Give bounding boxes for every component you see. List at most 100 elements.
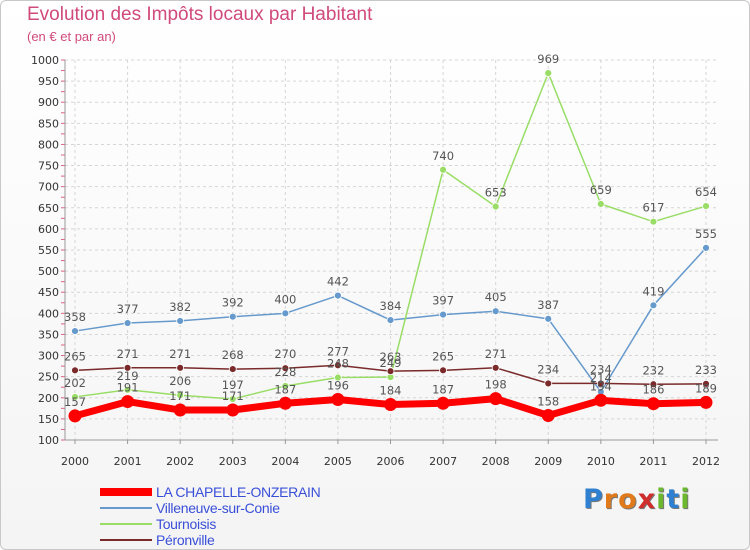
y-tick-label: 400 (38, 307, 59, 320)
data-point-villeneuve-sur-conie (228, 312, 237, 321)
data-label-la-chapelle-onzerain: 194 (590, 379, 612, 393)
data-point-tournoisis (649, 217, 658, 226)
data-label-la-chapelle-onzerain: 158 (537, 395, 559, 409)
data-point-peronville (649, 380, 658, 389)
x-tick-label: 2005 (324, 455, 352, 468)
data-point-la-chapelle-onzerain (436, 396, 450, 410)
data-point-villeneuve-sur-conie (649, 301, 658, 310)
data-label-peronville: 233 (695, 363, 717, 377)
data-point-la-chapelle-onzerain (226, 403, 240, 417)
data-point-peronville (281, 364, 290, 373)
data-point-tournoisis (596, 200, 605, 208)
y-tick-label: 150 (38, 413, 59, 426)
data-point-tournoisis (71, 393, 79, 401)
logo-letter: r (603, 484, 619, 515)
proxiti-logo: Proxiti (583, 484, 691, 515)
data-label-villeneuve-sur-conie: 392 (222, 296, 244, 310)
y-tick-label: 800 (38, 138, 59, 151)
data-label-tournoisis: 228 (274, 365, 296, 379)
y-tick-label: 450 (38, 286, 59, 299)
data-label-peronville: 271 (169, 347, 191, 361)
logo-letter: i (656, 484, 667, 515)
y-tick-label: 850 (38, 117, 59, 130)
data-label-villeneuve-sur-conie: 397 (432, 294, 454, 308)
data-label-la-chapelle-onzerain: 198 (485, 378, 507, 392)
chart-subtitle: (en € et par an) (27, 29, 116, 44)
data-point-la-chapelle-onzerain (489, 392, 503, 406)
data-point-peronville (176, 363, 185, 372)
data-point-la-chapelle-onzerain (68, 409, 82, 423)
x-tick-label: 2006 (377, 455, 405, 468)
x-tick-label: 2003 (219, 455, 247, 468)
data-point-peronville (596, 379, 605, 388)
y-tick-label: 600 (38, 223, 59, 236)
y-tick-label: 100 (38, 434, 59, 447)
data-point-villeneuve-sur-conie (123, 319, 132, 327)
data-point-la-chapelle-onzerain (646, 397, 660, 411)
data-point-peronville (702, 379, 710, 388)
data-point-peronville (544, 379, 553, 388)
data-point-villeneuve-sur-conie (334, 291, 342, 300)
data-label-la-chapelle-onzerain: 184 (380, 384, 402, 398)
data-point-villeneuve-sur-conie (71, 327, 79, 335)
data-label-villeneuve-sur-conie: 442 (327, 275, 349, 289)
data-label-peronville: 232 (642, 363, 664, 377)
data-point-tournoisis (123, 385, 132, 394)
data-label-villeneuve-sur-conie: 555 (695, 227, 717, 241)
data-label-la-chapelle-onzerain: 189 (695, 381, 717, 395)
data-point-la-chapelle-onzerain (278, 396, 292, 410)
x-tick-label: 2011 (639, 455, 667, 468)
data-label-tournoisis: 248 (327, 357, 349, 371)
data-label-la-chapelle-onzerain: 191 (117, 381, 139, 395)
data-label-villeneuve-sur-conie: 400 (274, 292, 296, 306)
axes (61, 59, 718, 444)
x-tick-label: 2009 (534, 455, 562, 468)
data-label-tournoisis: 197 (222, 378, 244, 392)
data-point-peronville (71, 366, 79, 375)
data-point-la-chapelle-onzerain (173, 403, 187, 417)
data-label-la-chapelle-onzerain: 187 (274, 382, 296, 396)
data-label-tournoisis: 659 (590, 183, 612, 197)
data-point-tournoisis (439, 165, 447, 174)
plot-area (68, 69, 713, 423)
data-label-villeneuve-sur-conie: 387 (537, 298, 559, 312)
data-label-la-chapelle-onzerain: 196 (327, 378, 349, 392)
y-tick-label: 300 (38, 350, 59, 363)
data-label-la-chapelle-onzerain: 171 (222, 389, 244, 403)
logo-letter: o (618, 484, 638, 515)
data-label-villeneuve-sur-conie: 377 (117, 302, 139, 316)
chart-title: Evolution des Impôts locaux par Habitant (27, 4, 373, 25)
y-tick-label: 250 (38, 371, 59, 384)
legend-label-villeneuve-sur-conie: Villeneuve-sur-Conie (156, 500, 280, 516)
data-point-peronville (439, 366, 447, 375)
x-tick-label: 2010 (587, 455, 615, 468)
data-point-la-chapelle-onzerain (594, 393, 608, 407)
data-label-peronville: 268 (222, 348, 244, 362)
data-point-tournoisis (176, 391, 185, 400)
logo-letter: P (583, 484, 604, 515)
data-label-peronville: 270 (274, 347, 296, 361)
data-point-tournoisis (702, 202, 710, 210)
data-label-peronville: 271 (485, 347, 507, 361)
data-label-tournoisis: 219 (117, 369, 139, 383)
data-label-villeneuve-sur-conie: 382 (169, 300, 191, 314)
y-tick-label: 350 (38, 328, 59, 341)
data-label-peronville: 234 (537, 362, 559, 376)
data-point-la-chapelle-onzerain (331, 392, 345, 406)
legend-label-tournoisis: Tournoisis (156, 516, 217, 532)
data-label-tournoisis: 249 (380, 356, 402, 370)
data-point-tournoisis (228, 395, 237, 403)
y-tick-label: 900 (38, 96, 59, 109)
data-label-la-chapelle-onzerain: 186 (642, 383, 664, 397)
data-point-peronville (491, 363, 500, 372)
x-tick-label: 2008 (482, 455, 510, 468)
data-point-la-chapelle-onzerain (541, 409, 555, 423)
data-point-peronville (123, 363, 132, 372)
y-tick-label: 500 (38, 265, 59, 278)
data-point-villeneuve-sur-conie (702, 243, 710, 252)
legend-swatch-la-chapelle-onzerain (100, 488, 152, 496)
x-tick-label: 2007 (429, 455, 457, 468)
data-point-tournoisis (544, 69, 553, 77)
data-point-la-chapelle-onzerain (121, 395, 135, 409)
